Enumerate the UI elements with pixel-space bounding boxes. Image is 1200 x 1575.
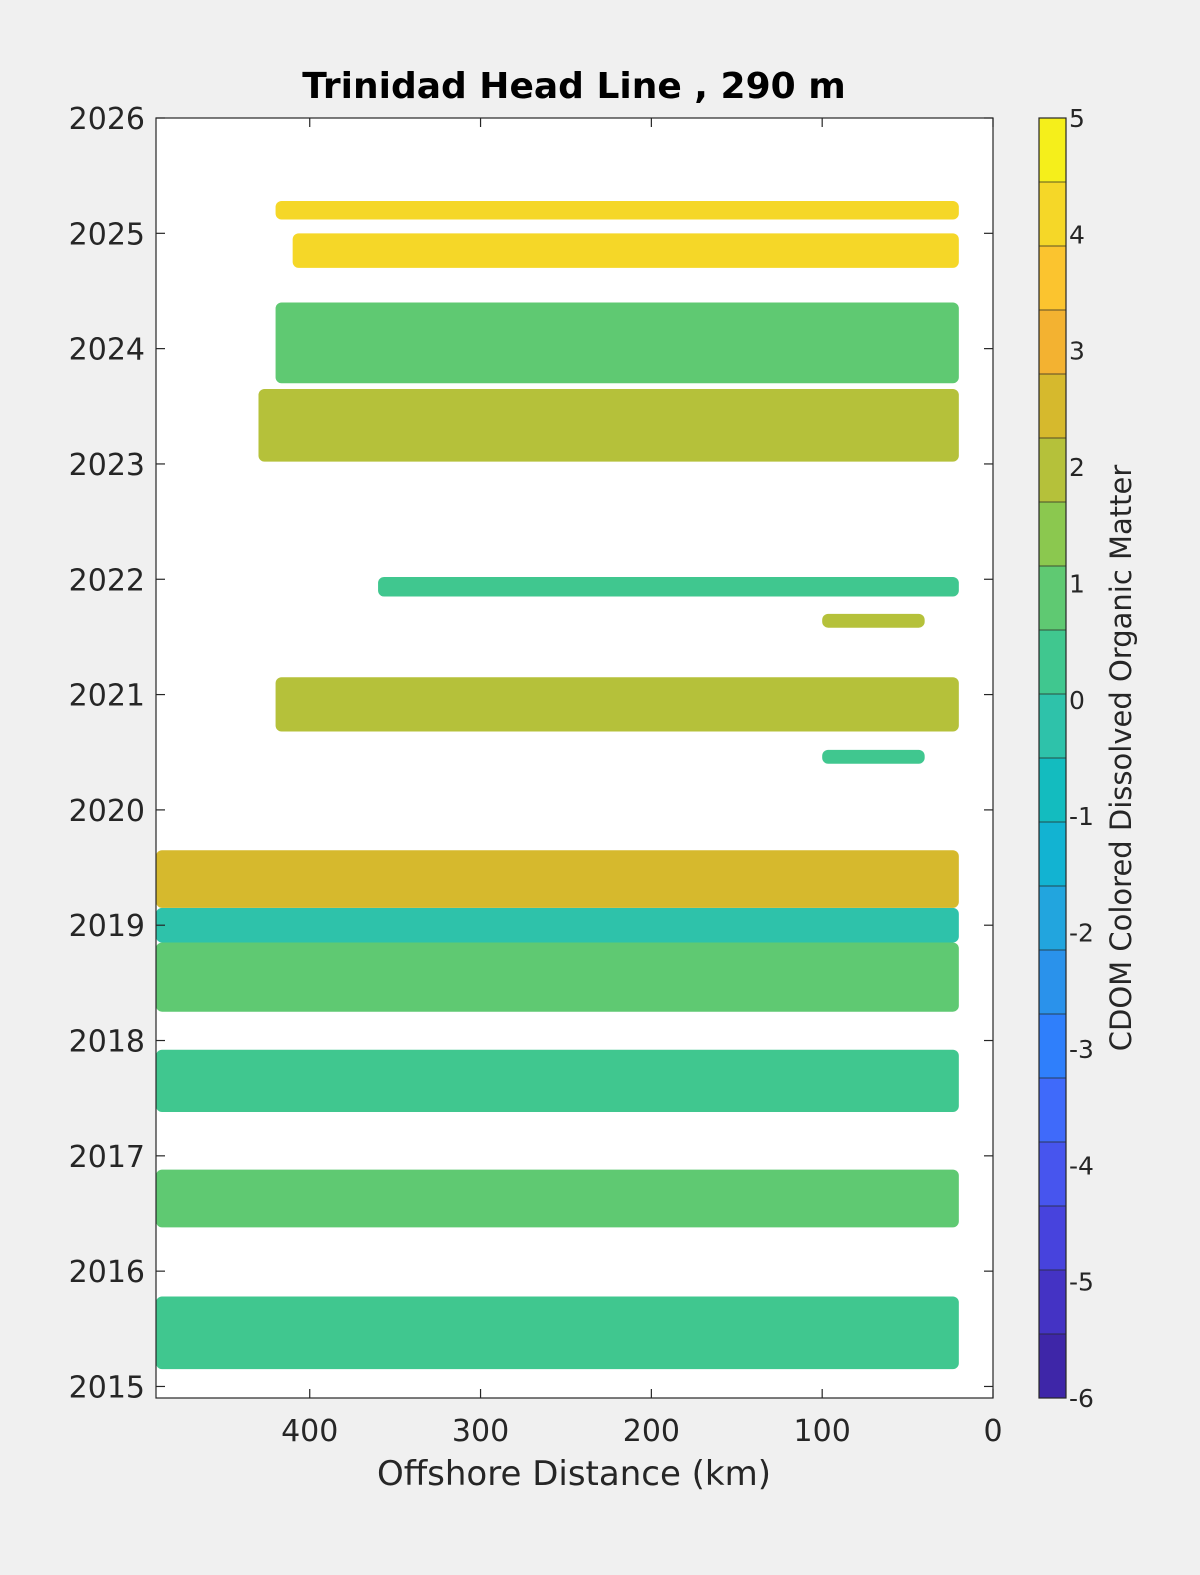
data-band-1 [156, 1169, 959, 1228]
data-band-8 [822, 613, 925, 628]
colorbar-segment [1039, 182, 1066, 247]
colorbar-segments [1039, 118, 1066, 1399]
y-tick-label: 2023 [69, 448, 145, 483]
x-ticks: 400 300 200 100 0 [281, 118, 1003, 1449]
colorbar-tick-label: -1 [1069, 802, 1094, 831]
y-tick-label: 2022 [69, 563, 145, 598]
colorbar-segment [1039, 1078, 1066, 1143]
colorbar-segment [1039, 758, 1066, 823]
colorbar-segment [1039, 886, 1066, 951]
colorbar-tick-label: -3 [1069, 1035, 1094, 1064]
colorbar-segment [1039, 950, 1066, 1015]
colorbar-tick-label: -2 [1069, 919, 1094, 948]
colorbar-tick-label: 1 [1069, 569, 1085, 598]
y-tick-label: 2015 [69, 1370, 145, 1405]
data-band-5 [156, 850, 959, 908]
colorbar-tick-label: -6 [1069, 1384, 1094, 1413]
y-ticks: 2015 2016 2017 2018 2019 2020 2021 2022 2023 2024… [69, 102, 993, 1405]
y-tick-label: 2026 [69, 102, 145, 137]
y-tick-label: 2021 [69, 679, 145, 714]
colorbar-tick-label: -4 [1069, 1151, 1094, 1180]
x-tick-label: 100 [794, 1414, 851, 1449]
y-tick-label: 2018 [69, 1025, 145, 1060]
x-tick-label: 200 [623, 1414, 680, 1449]
data-band-0 [156, 1296, 959, 1370]
colorbar-segment [1039, 502, 1066, 567]
chart-title: Trinidad Head Line , 290 m [302, 66, 845, 107]
y-tick-label: 2020 [69, 794, 145, 829]
y-tick-label: 2016 [69, 1255, 145, 1290]
y-tick-label: 2017 [69, 1140, 145, 1175]
x-tick-label: 300 [452, 1414, 509, 1449]
colorbar-frame [1038, 117, 1067, 1399]
data-band-11 [275, 302, 959, 384]
y-tick-label: 2025 [69, 217, 145, 252]
colorbar-tick-label: 3 [1069, 337, 1085, 366]
colorbar-segment [1039, 694, 1066, 759]
colorbar-segment [1039, 630, 1066, 695]
colorbar-segment [1039, 246, 1066, 311]
colorbar-tick-label: 2 [1069, 453, 1085, 482]
colorbar: 5 4 3 2 1 0 -1 -2 -3 -4 -5 -6 CDOM Colored Dissolve… [1038, 104, 1138, 1413]
colorbar-segment [1039, 1142, 1066, 1207]
colorbar-ticks: 5 4 3 2 1 0 -1 -2 -3 -4 -5 -6 [1069, 104, 1094, 1413]
colorbar-segment [1039, 1206, 1066, 1271]
colorbar-segment [1039, 1270, 1066, 1335]
data-band-6 [822, 749, 925, 764]
data-band-10 [258, 388, 959, 462]
data-band-9 [378, 576, 959, 597]
plot-frame [155, 117, 994, 1399]
x-tick-label: 400 [281, 1414, 338, 1449]
colorbar-segment [1039, 566, 1066, 631]
y-tick-label: 2019 [69, 909, 145, 944]
colorbar-tick-label: 4 [1069, 220, 1085, 249]
colorbar-segment [1039, 822, 1066, 887]
data-band-2 [156, 1049, 959, 1113]
colorbar-segment [1039, 374, 1066, 439]
data-bands [156, 201, 959, 1370]
y-tick-label: 2024 [69, 333, 145, 368]
data-band-13 [275, 201, 959, 220]
data-band-12 [292, 233, 959, 268]
colorbar-tick-label: 5 [1069, 104, 1085, 133]
colorbar-tick-label: -5 [1069, 1268, 1094, 1297]
colorbar-segment [1039, 1334, 1066, 1399]
colorbar-tick-label: 0 [1069, 686, 1085, 715]
data-band-7 [275, 677, 959, 732]
colorbar-label: CDOM Colored Dissolved Organic Matter [1104, 465, 1138, 1052]
colorbar-segment [1039, 310, 1066, 375]
colorbar-segment [1039, 118, 1066, 183]
colorbar-segment [1039, 1014, 1066, 1079]
colorbar-segment [1039, 438, 1066, 503]
x-axis-label: Offshore Distance (km) [377, 1454, 771, 1494]
data-band-4 [156, 907, 959, 943]
x-tick-label: 0 [983, 1414, 1002, 1449]
plot-area: 400 300 200 100 0 20152016201720182019202020… [69, 102, 1003, 1449]
data-band-3 [156, 942, 959, 1012]
